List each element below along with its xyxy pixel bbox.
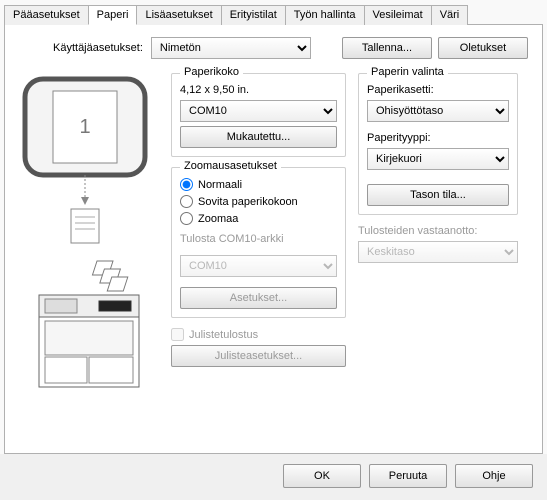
paper-select-group: Paperin valinta Paperikasetti: Ohisyöttö… [358,73,518,215]
zoom-opt-zoom-label: Zoomaa [198,213,238,225]
save-button[interactable]: Tallenna... [342,37,432,59]
user-settings-row: Käyttäjäasetukset: Nimetön Tallenna... O… [53,37,528,59]
zoom-settings-button: Asetukset... [180,287,337,309]
preview-illustration: 1 [19,73,159,393]
preview-page-number: 1 [79,116,90,138]
dialog-button-bar: OK Peruuta Ohje [0,454,547,500]
defaults-button[interactable]: Oletukset [438,37,528,59]
tab-paper[interactable]: Paperi [88,5,138,25]
tab-job[interactable]: Työn hallinta [285,5,365,25]
zoom-radio-fit[interactable] [180,195,193,208]
paper-size-group: Paperikoko 4,12 x 9,50 in. COM10 Mukaute… [171,73,346,157]
tab-watermark[interactable]: Vesileimat [364,5,432,25]
poster-checkbox [171,328,184,341]
right-column: Paperin valinta Paperikasetti: Ohisyöttö… [358,73,518,393]
paper-select-legend: Paperin valinta [367,66,448,78]
tray-label: Paperikasetti: [367,84,509,96]
print-dialog: Pääasetukset Paperi Lisäasetukset Erityi… [0,0,547,500]
tray-status-button[interactable]: Tason tila... [367,184,509,206]
ok-button[interactable]: OK [283,464,361,488]
tab-main[interactable]: Pääasetukset [4,5,89,25]
zoom-legend: Zoomausasetukset [180,160,281,172]
tab-advanced[interactable]: Lisäasetukset [136,5,221,25]
middle-column: Paperikoko 4,12 x 9,50 in. COM10 Mukaute… [171,73,346,393]
tab-special[interactable]: Erityistilat [221,5,286,25]
custom-size-button[interactable]: Mukautettu... [180,126,337,148]
tabstrip: Pääasetukset Paperi Lisäasetukset Erityi… [0,0,547,24]
zoom-opt-fit-label: Sovita paperikokoon [198,196,298,208]
tray-combo[interactable]: Ohisyöttötaso [367,100,509,122]
zoom-opt-normal-label: Normaali [198,179,242,191]
help-button[interactable]: Ohje [455,464,533,488]
tabpanel-paper: Käyttäjäasetukset: Nimetön Tallenna... O… [4,24,543,454]
zoom-group: Zoomausasetukset Normaali Sovita paperik… [171,167,346,318]
output-combo: Keskitaso [358,241,518,263]
zoom-radio-normal[interactable] [180,178,193,191]
printer-icon [39,295,139,387]
poster-settings-button: Julisteasetukset... [171,345,346,367]
poster-check: Julistetulostus [171,328,346,341]
zoom-opt-fit[interactable]: Sovita paperikokoon [180,195,337,208]
output-label: Tulosteiden vastaanotto: [358,225,518,237]
paper-size-combo[interactable]: COM10 [180,100,337,122]
user-settings-label: Käyttäjäasetukset: [53,42,143,54]
type-label: Paperityyppi: [367,132,509,144]
zoom-print-sheet-label: Tulosta COM10-arkki [180,233,337,245]
user-settings-combo[interactable]: Nimetön [151,37,311,59]
paper-size-dimensions: 4,12 x 9,50 in. [180,84,337,96]
poster-check-label: Julistetulostus [189,329,258,341]
type-combo[interactable]: Kirjekuori [367,148,509,170]
zoom-radio-zoom[interactable] [180,212,193,225]
zoom-opt-normal[interactable]: Normaali [180,178,337,191]
tab-color[interactable]: Väri [431,5,469,25]
zoom-sheet-combo: COM10 [180,255,337,277]
preview-column: 1 [19,73,159,393]
paper-size-legend: Paperikoko [180,66,243,78]
cancel-button[interactable]: Peruuta [369,464,447,488]
zoom-opt-zoom[interactable]: Zoomaa [180,212,337,225]
